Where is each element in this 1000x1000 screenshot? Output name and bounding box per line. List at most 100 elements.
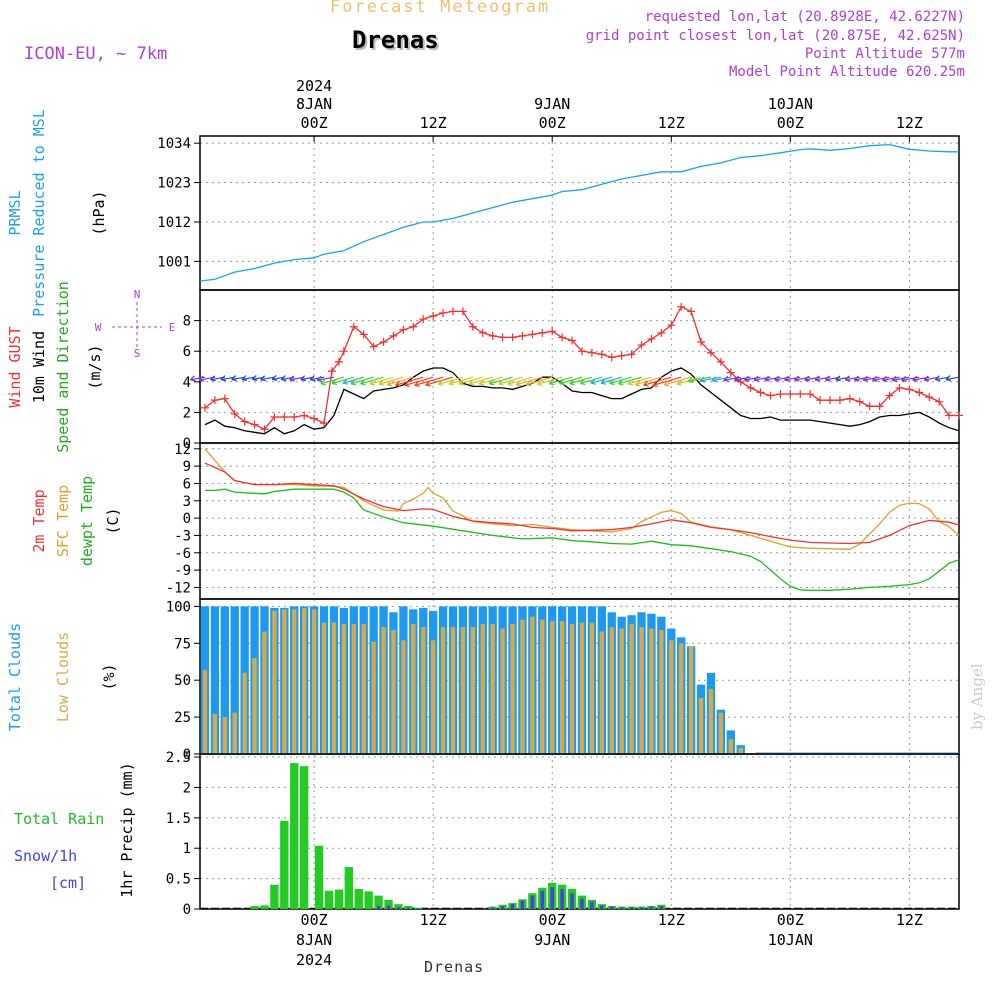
low-cloud-bar — [649, 628, 654, 754]
low-cloud-bar — [728, 739, 733, 754]
snow-bar — [416, 908, 421, 909]
wind-barb — [872, 376, 890, 381]
low-cloud-bar — [272, 610, 277, 754]
gust-marker — [449, 307, 457, 316]
wind-barb-head — [814, 375, 821, 382]
gust-marker — [290, 412, 299, 421]
low-cloud-bar — [480, 624, 485, 754]
wind-barb — [448, 376, 474, 385]
gust-marker — [349, 322, 358, 331]
y-tick-label: 6 — [183, 476, 191, 492]
wind-barb-head — [912, 375, 918, 382]
y-tick-label: 2 — [183, 405, 191, 421]
cloud-ylabel-low: Low Clouds — [54, 632, 72, 722]
wind-barb — [272, 376, 285, 381]
low-cloud-bar — [659, 630, 664, 754]
total-cloud-bar — [230, 606, 239, 754]
low-cloud-bar — [688, 646, 694, 754]
wind-barb — [458, 376, 483, 385]
wind-barb — [310, 376, 325, 381]
bottom-day-label: 10JAN — [768, 931, 813, 949]
low-cloud-bar — [430, 640, 436, 754]
gust-marker — [538, 328, 547, 337]
wind-barb — [559, 376, 583, 385]
gust-marker — [339, 347, 348, 356]
gust-marker — [359, 330, 368, 339]
wind-barb — [891, 376, 910, 381]
temp-ylabel-dewpt: dewpt Temp — [78, 476, 96, 566]
gust-marker — [935, 397, 944, 406]
wind-barb-head — [378, 379, 385, 386]
gust-marker — [587, 348, 596, 357]
wind-barb — [289, 376, 305, 381]
rain-bar — [394, 904, 403, 909]
bottom-year-label: 2024 — [296, 951, 332, 969]
wind-barb-head — [251, 375, 258, 382]
y-tick-label: 8 — [183, 314, 191, 330]
snow-bar — [500, 905, 505, 909]
wind-barb-head — [590, 378, 597, 385]
wind-barb-head — [360, 379, 366, 386]
wind-barb — [744, 376, 761, 381]
snow-bar — [629, 907, 634, 909]
y-tick-label: 25 — [174, 710, 191, 726]
wind-barb-head — [824, 375, 831, 382]
wind-barb-head — [663, 380, 670, 387]
low-cloud-bar — [520, 619, 525, 754]
gust-marker — [835, 396, 844, 405]
wind-barb-head — [784, 375, 790, 382]
wind-barb-head — [559, 379, 565, 386]
y-tick-label: 1034 — [157, 136, 191, 152]
wind-barb — [882, 376, 900, 381]
wind-barb-head — [507, 379, 513, 386]
wind-barb — [342, 376, 364, 384]
wind-barb — [489, 376, 513, 385]
wind-barb — [387, 376, 414, 386]
wind-ylabel-speed: Speed and Direction — [54, 281, 72, 453]
wind-barb — [643, 376, 672, 386]
gust-marker — [369, 342, 378, 351]
top-hour-label: 00Z — [777, 114, 804, 132]
wind-barb-head — [934, 375, 941, 382]
low-cloud-bar — [371, 641, 376, 754]
wind-barb-head — [515, 380, 522, 387]
y-tick-label: 1.5 — [166, 811, 191, 827]
y-tick-label: -6 — [174, 546, 191, 562]
pressure-line — [199, 143, 959, 282]
gust-marker — [746, 383, 755, 392]
wind-barb-head — [711, 376, 718, 383]
wind-barb-head — [458, 379, 465, 386]
wind-barb — [369, 376, 394, 385]
wind-barb — [425, 376, 454, 386]
y-tick-label: 0 — [183, 902, 191, 918]
y-tick-label: 1023 — [157, 176, 191, 192]
compass-n: N — [134, 288, 141, 301]
wind-barb — [699, 376, 721, 382]
low-cloud-bar — [619, 628, 624, 754]
rain-bar — [290, 763, 299, 909]
wind-barb-head — [437, 379, 444, 386]
snow-bar — [530, 895, 535, 909]
wind-barb-head — [331, 379, 337, 386]
wind-barb — [260, 376, 275, 381]
gust-marker — [706, 348, 715, 357]
gust-marker — [597, 350, 606, 359]
wind-barb — [320, 376, 345, 385]
gust-marker — [379, 338, 388, 347]
low-cloud-bar — [321, 622, 327, 754]
low-cloud-bar — [252, 658, 257, 754]
wind-barb-head — [271, 375, 278, 382]
top-day-label: 10JAN — [768, 95, 813, 113]
y-tick-label: 1001 — [157, 254, 191, 270]
wind-barb — [569, 376, 593, 385]
gust-marker — [895, 383, 904, 392]
y-tick-label: 2 — [183, 780, 191, 796]
gust-marker — [498, 333, 507, 342]
low-cloud-bar — [530, 616, 535, 754]
wind-barb — [734, 376, 751, 381]
low-cloud-bar — [331, 622, 337, 754]
low-cloud-bar — [708, 689, 714, 754]
cloud-ylabel-total: Total Clouds — [6, 623, 24, 731]
low-cloud-bar — [500, 628, 505, 754]
wind-barb-head — [425, 380, 431, 387]
